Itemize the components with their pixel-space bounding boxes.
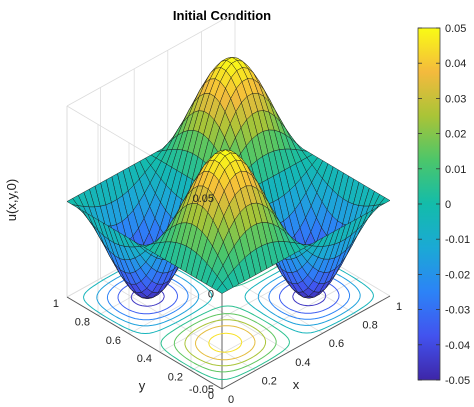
y-tick-label: 0.8 xyxy=(75,316,90,328)
z-tick-label: -0.05 xyxy=(189,384,214,396)
colorbar-tick-label: -0.04 xyxy=(445,340,470,352)
x-axis-line xyxy=(221,295,391,390)
x-axis-label: x xyxy=(293,377,300,392)
y-tick-label: 0.6 xyxy=(106,335,121,347)
contour-level xyxy=(106,272,351,321)
contour-level xyxy=(130,286,327,307)
colorbar-tick-label: 0.04 xyxy=(445,58,466,70)
z-tick-label: 0.05 xyxy=(193,193,214,205)
x-tick-label: 0.6 xyxy=(329,338,344,350)
y-axis-line xyxy=(66,296,223,390)
y-tick-label: 0 xyxy=(208,390,214,402)
z-axis-label: u(x,y,0) xyxy=(4,179,19,221)
grid-line xyxy=(66,12,236,107)
x-tick-label: 0.4 xyxy=(295,357,310,369)
grid-line xyxy=(100,278,256,371)
colorbar-tick-label: 0.05 xyxy=(445,23,466,35)
z-tick-label: 0 xyxy=(208,289,214,301)
colorbar-tick-label: 0.01 xyxy=(445,164,466,176)
colorbar-tick-label: -0.03 xyxy=(445,305,470,317)
grid-line xyxy=(190,277,360,371)
surface-mesh xyxy=(66,56,391,300)
colorbar-tick-label: 0 xyxy=(445,199,451,211)
x-tick-label: 0.2 xyxy=(262,375,277,387)
x-tick-label: 0.8 xyxy=(362,320,377,332)
y-tick-label: 1 xyxy=(53,298,59,310)
colorbar-tick-label: 0.02 xyxy=(445,129,466,141)
y-axis-label: y xyxy=(139,378,146,393)
chart-title: Initial Condition xyxy=(173,8,271,23)
colorbar-tick-label: -0.01 xyxy=(445,234,470,246)
y-tick-label: 0.4 xyxy=(137,353,152,365)
colorbar-tick-label: -0.02 xyxy=(445,269,470,281)
surface-patch xyxy=(216,282,228,294)
x-tick-label: 0 xyxy=(228,394,234,406)
x-tick-label: 1 xyxy=(396,301,402,313)
colorbar-tick-label: -0.05 xyxy=(445,375,470,387)
colorbar-tick-label: 0.03 xyxy=(445,93,466,105)
colorbar: 0.05 0.04 0.03 0.02 0.01 0 -0.01 -0.02 -0.03 -0.0… xyxy=(417,23,470,387)
y-tick-label: 0.2 xyxy=(168,372,183,384)
